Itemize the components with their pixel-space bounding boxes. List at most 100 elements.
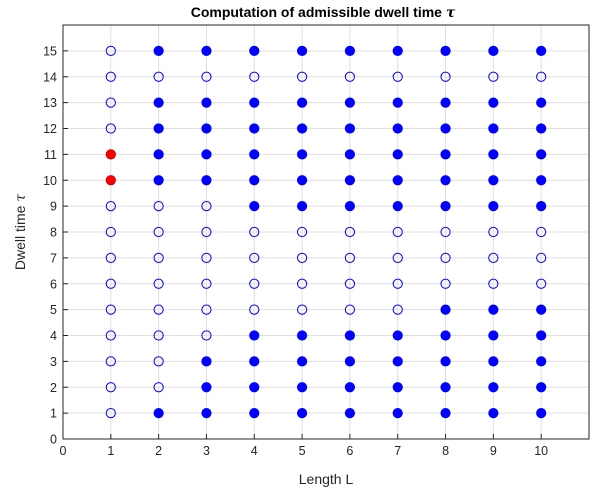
point-filled xyxy=(440,175,451,186)
x-tick-label: 0 xyxy=(60,444,67,458)
point-open xyxy=(105,201,116,212)
point-open xyxy=(488,71,499,82)
point-open xyxy=(105,45,116,56)
point-filled xyxy=(392,149,403,160)
point-filled xyxy=(440,201,451,212)
point-filled xyxy=(392,408,403,419)
point-open xyxy=(153,252,164,263)
point-filled xyxy=(440,382,451,393)
plot-frame xyxy=(62,24,590,440)
x-tick-label: 1 xyxy=(107,444,114,458)
point-filled xyxy=(536,382,547,393)
point-filled xyxy=(488,356,499,367)
point-filled xyxy=(249,45,260,56)
point-open xyxy=(392,71,403,82)
data-points xyxy=(105,45,547,419)
point-filled xyxy=(536,175,547,186)
y-tick-label: 14 xyxy=(43,70,57,84)
point-filled xyxy=(249,123,260,134)
point-open xyxy=(536,226,547,238)
point-open xyxy=(153,226,164,238)
point-filled xyxy=(536,356,547,367)
point-open xyxy=(488,252,499,263)
point-filled xyxy=(249,97,260,108)
chart-title: Computation of admissible dwell time τ xyxy=(191,4,456,21)
point-open xyxy=(249,278,260,289)
point-open xyxy=(153,278,164,289)
point-filled xyxy=(392,356,403,367)
point-open xyxy=(392,278,403,289)
point-filled xyxy=(392,45,403,56)
point-open xyxy=(296,304,308,315)
point-filled xyxy=(249,356,260,367)
point-open xyxy=(105,356,116,367)
point-filled xyxy=(344,123,356,134)
point-filled xyxy=(440,97,451,108)
point-open xyxy=(201,304,212,315)
point-open xyxy=(296,226,308,238)
point-filled xyxy=(153,175,164,186)
point-open xyxy=(105,330,116,341)
point-filled xyxy=(536,408,547,419)
point-open xyxy=(344,226,356,238)
y-tick-label: 10 xyxy=(43,174,57,188)
point-filled xyxy=(296,123,308,134)
point-filled xyxy=(201,149,212,160)
point-open xyxy=(105,408,116,419)
point-open xyxy=(153,201,164,212)
point-filled xyxy=(440,123,451,134)
y-tick-label: 5 xyxy=(50,303,57,317)
y-tick-label: 0 xyxy=(50,433,57,447)
point-filled xyxy=(249,175,260,186)
y-axis-label: Dwell time τ xyxy=(12,194,29,270)
point-filled xyxy=(536,149,547,160)
point-filled xyxy=(153,149,164,160)
point-filled xyxy=(488,175,499,186)
point-open xyxy=(249,252,260,263)
point-open xyxy=(392,226,403,238)
point-filled xyxy=(201,97,212,108)
point-filled xyxy=(249,330,260,341)
point-filled xyxy=(344,201,356,212)
point-filled xyxy=(344,97,356,108)
point-open xyxy=(105,71,116,82)
point-filled xyxy=(440,45,451,56)
point-filled xyxy=(536,330,547,341)
point-open xyxy=(201,278,212,289)
point-open xyxy=(153,356,164,367)
point-filled xyxy=(488,123,499,134)
point-filled xyxy=(488,149,499,160)
y-tick-label: 1 xyxy=(50,407,57,421)
point-filled xyxy=(249,408,260,419)
point-filled xyxy=(392,330,403,341)
point-open xyxy=(440,71,451,82)
point-open xyxy=(105,97,116,108)
point-open xyxy=(488,278,499,289)
point-filled xyxy=(536,97,547,108)
point-open xyxy=(249,71,260,82)
x-tick-label: 10 xyxy=(534,444,548,458)
point-open xyxy=(249,304,260,315)
point-open xyxy=(105,382,116,393)
point-filled xyxy=(249,201,260,212)
point-open xyxy=(344,278,356,289)
y-tick-label: 13 xyxy=(43,96,57,110)
point-open xyxy=(296,252,308,263)
point-open xyxy=(153,330,164,341)
point-filled xyxy=(296,97,308,108)
point-filled xyxy=(344,149,356,160)
point-filled xyxy=(392,382,403,393)
point-open xyxy=(392,304,403,315)
point-filled xyxy=(488,304,499,315)
point-filled xyxy=(344,356,356,367)
point-filled xyxy=(392,123,403,134)
point-open xyxy=(105,304,116,315)
point-filled xyxy=(536,45,547,56)
x-tick-label: 2 xyxy=(155,444,162,458)
point-filled xyxy=(488,408,499,419)
point-filled xyxy=(296,382,308,393)
point-filled xyxy=(344,330,356,341)
point-filled xyxy=(296,149,308,160)
point-highlight xyxy=(105,149,116,160)
